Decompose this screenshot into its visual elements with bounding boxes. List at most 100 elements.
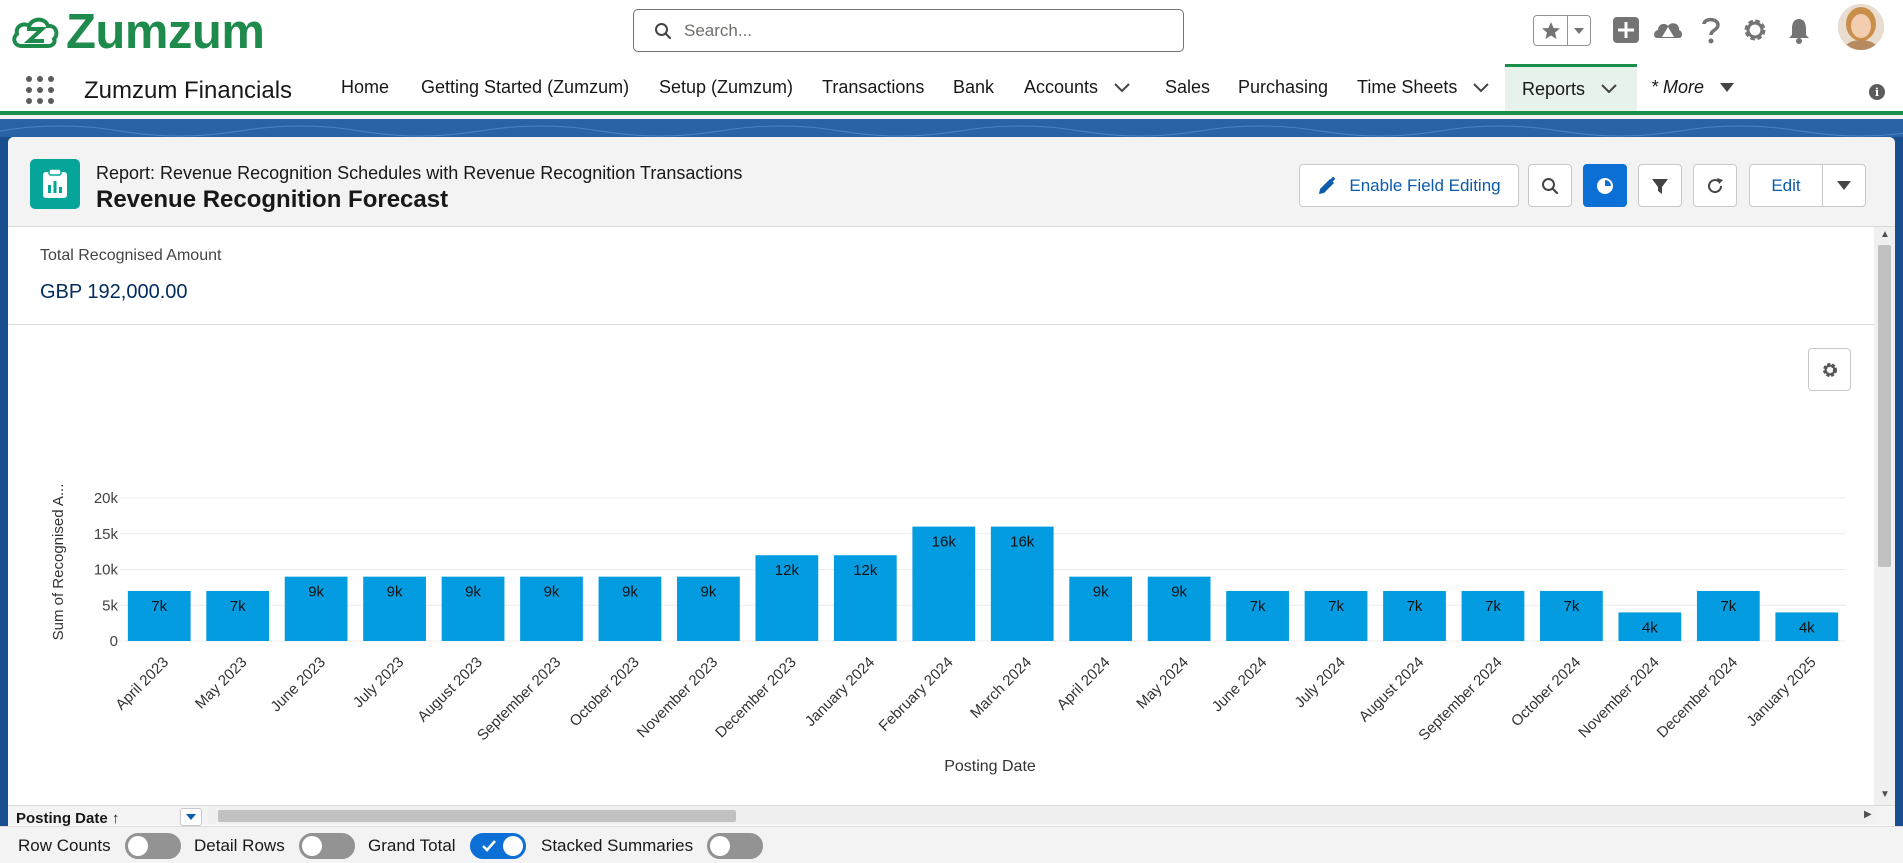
app-launcher-dot-icon xyxy=(37,87,43,93)
report-type-subtitle: Report: Revenue Recognition Schedules wi… xyxy=(96,163,743,183)
detail-rows-toggle[interactable] xyxy=(298,832,355,859)
user-avatar[interactable] xyxy=(1838,4,1884,50)
refresh-button[interactable] xyxy=(1693,164,1737,207)
nav-item-time-sheets[interactable]: Time Sheets xyxy=(1357,64,1490,111)
gear-icon xyxy=(1744,19,1766,41)
help-button[interactable] xyxy=(1695,14,1727,46)
vertical-scroll-thumb[interactable] xyxy=(1878,245,1891,567)
bar xyxy=(912,526,976,641)
nav-item-setup[interactable]: Setup (Zumzum) xyxy=(659,64,793,111)
trailhead-button[interactable] xyxy=(1652,14,1684,46)
bar-data-label: 7k xyxy=(1328,598,1344,615)
favorites-star-button[interactable] xyxy=(1534,16,1568,45)
nav-item-home[interactable]: Home xyxy=(341,64,389,111)
bar-data-label: 7k xyxy=(230,598,246,615)
nav-item-label: Time Sheets xyxy=(1357,77,1458,97)
row-counts-toggle[interactable] xyxy=(124,832,181,859)
scroll-right-arrow-icon[interactable]: ▶ xyxy=(1864,809,1872,820)
chevron-down-icon xyxy=(186,814,196,820)
x-axis-title: Posting Date xyxy=(944,758,1036,775)
bar xyxy=(598,576,662,641)
column-menu-button[interactable] xyxy=(180,808,202,826)
app-launcher-dot-icon xyxy=(37,76,43,82)
nav-item-accounts[interactable]: Accounts xyxy=(1024,64,1130,111)
notifications-button[interactable] xyxy=(1783,14,1815,46)
edit-button[interactable]: Edit xyxy=(1749,164,1823,207)
bar xyxy=(284,576,348,641)
x-tick-label: June 2024 xyxy=(1209,654,1271,716)
nav-item-sales[interactable]: Sales xyxy=(1165,64,1210,111)
bar xyxy=(1304,590,1368,641)
setup-button[interactable] xyxy=(1739,14,1771,46)
search-report-button[interactable] xyxy=(1528,164,1572,207)
bar-data-label: 9k xyxy=(544,584,560,601)
more-actions-button[interactable] xyxy=(1822,164,1866,207)
stacked-summaries-toggle[interactable] xyxy=(707,832,764,859)
nav-item-more[interactable]: * More xyxy=(1651,64,1735,111)
vertical-scrollbar[interactable]: ▲ ▼ xyxy=(1874,227,1895,805)
filter-button[interactable] xyxy=(1638,164,1682,207)
nav-item-purchasing[interactable]: Purchasing xyxy=(1238,64,1328,111)
bar xyxy=(1696,590,1760,641)
chevron-down-icon xyxy=(1574,27,1584,34)
scroll-down-arrow-icon[interactable]: ▼ xyxy=(1880,789,1890,800)
nav-item-getting-started[interactable]: Getting Started (Zumzum) xyxy=(421,64,629,111)
bar-chart: 0 5k 10k 15k 20k 7k April 2023 7k May 2023 9k June… xyxy=(50,484,1846,775)
report-icon xyxy=(30,159,80,209)
info-icon[interactable]: i xyxy=(1869,84,1885,100)
nav-item-label: Reports xyxy=(1522,78,1586,99)
global-search[interactable] xyxy=(633,9,1184,52)
scroll-up-arrow-icon[interactable]: ▲ xyxy=(1880,229,1890,240)
x-tick-label: March 2024 xyxy=(967,654,1035,722)
chevron-down-icon[interactable] xyxy=(1114,82,1130,93)
chevron-down-icon[interactable] xyxy=(1473,82,1490,93)
nav-item-bank[interactable]: Bank xyxy=(953,64,994,111)
zumzum-logo[interactable]: Zumzum xyxy=(10,2,265,62)
x-tick-label: October 2023 xyxy=(566,654,642,730)
bar xyxy=(127,590,191,641)
chevron-down-icon[interactable] xyxy=(1601,84,1617,94)
favorites-list-button[interactable] xyxy=(1568,16,1590,45)
app-launcher-dot-icon xyxy=(26,98,32,104)
search-input[interactable] xyxy=(684,20,1164,41)
app-launcher-dot-icon xyxy=(37,98,43,104)
bar-data-label: 16k xyxy=(932,534,957,551)
bar-data-label: 9k xyxy=(1093,584,1109,601)
global-actions-button[interactable] xyxy=(1610,14,1642,46)
x-tick-label: May 2024 xyxy=(1133,654,1192,713)
nav-item-reports[interactable]: Reports xyxy=(1505,64,1637,111)
bar-data-label: 7k xyxy=(1563,598,1579,615)
bar-data-label: 9k xyxy=(308,584,324,601)
gear-icon xyxy=(1822,362,1837,377)
x-tick-label: November 2023 xyxy=(634,654,721,741)
trailhead-icon xyxy=(1654,23,1682,38)
grand-total-toggle[interactable] xyxy=(469,832,526,859)
search-icon xyxy=(1542,177,1559,194)
y-axis-title: Sum of Recognised A... xyxy=(50,484,67,641)
bar xyxy=(1069,576,1133,641)
bar xyxy=(1226,590,1289,641)
app-launcher-dot-icon xyxy=(26,76,32,82)
x-tick-label: January 2024 xyxy=(802,654,878,730)
checkmark-icon xyxy=(481,839,496,852)
detail-rows-label: Detail Rows xyxy=(194,835,285,855)
x-tick-label: February 2024 xyxy=(876,654,957,735)
bar-data-label: 7k xyxy=(1485,598,1501,615)
bar-data-label: 7k xyxy=(1407,598,1423,615)
nav-item-transactions[interactable]: Transactions xyxy=(822,64,924,111)
nav-item-label: Home xyxy=(341,77,390,97)
bell-icon xyxy=(1789,19,1809,44)
app-launcher-button[interactable] xyxy=(22,72,54,104)
horizontal-scrollbar[interactable]: ▶ xyxy=(208,807,1876,824)
x-tick-label: July 2023 xyxy=(350,654,407,711)
chart-settings-button[interactable] xyxy=(1808,348,1851,391)
bar xyxy=(1540,590,1603,641)
toggle-chart-button[interactable] xyxy=(1583,164,1627,207)
column-header-posting-date[interactable]: Posting Date ↑ xyxy=(16,810,120,826)
help-icon xyxy=(1702,17,1720,44)
bar-data-label: 9k xyxy=(700,584,716,601)
bar-data-label: 16k xyxy=(1010,534,1035,551)
enable-field-editing-button[interactable]: Enable Field Editing xyxy=(1299,164,1519,207)
horizontal-scroll-thumb[interactable] xyxy=(218,810,736,822)
stacked-summaries-toggle-group: Stacked Summaries xyxy=(541,827,764,863)
